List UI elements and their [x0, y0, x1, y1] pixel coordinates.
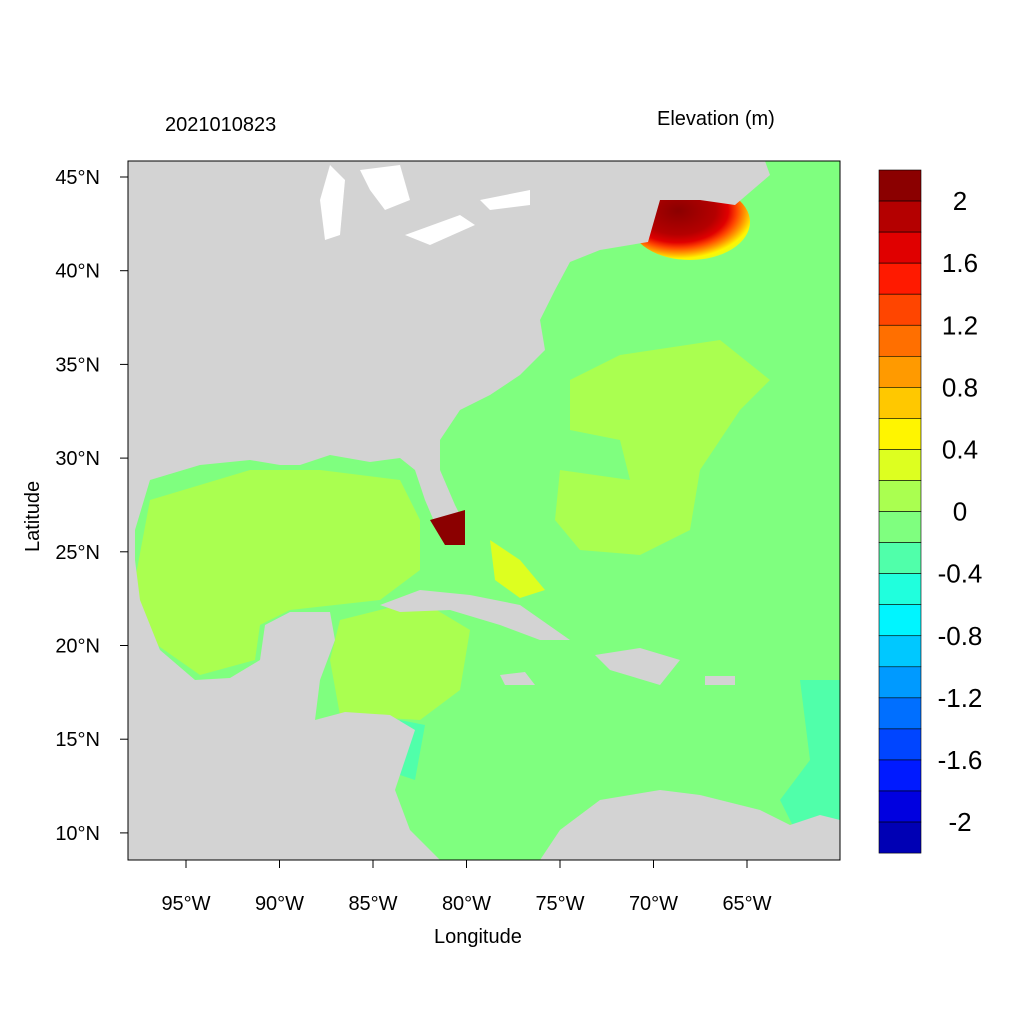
colorbar-label: -0.8 [938, 621, 983, 651]
x-tick-label: 65°W [722, 893, 771, 915]
colorbar-swatch [878, 200, 922, 233]
colorbar-swatch [878, 169, 922, 202]
colorbar-swatch [878, 324, 922, 357]
colorbar-swatch [878, 387, 922, 419]
colorbar-swatch [878, 573, 922, 606]
colorbar-label: 0 [953, 497, 967, 527]
atlantic-gyre-anomaly [555, 340, 770, 555]
land-south-america [540, 790, 840, 860]
colorbar-swatch [878, 511, 922, 543]
timestamp-title: 2021010823 [165, 114, 277, 136]
x-tick-label: 75°W [535, 893, 584, 915]
land [128, 161, 770, 860]
x-axis-label: Longitude [434, 926, 522, 948]
land-jamaica [500, 672, 535, 685]
colorbar-swatch [878, 759, 922, 792]
great-lakes [320, 165, 345, 240]
bahamas-anomaly [490, 540, 545, 598]
plot-frame [127, 160, 841, 861]
colorbar-label: -1.6 [938, 745, 983, 775]
y-axis-label: Latitude [22, 480, 44, 552]
colorbar-swatch [878, 418, 922, 450]
colorbar-swatch [878, 231, 922, 264]
colorbar-label: 2 [953, 186, 967, 216]
colorbar-swatch [878, 666, 922, 699]
x-tick-label: 95°W [161, 893, 210, 915]
colorbar-swatch [878, 821, 922, 854]
great-lakes [405, 215, 475, 245]
colorbar-swatch [878, 449, 922, 481]
x-tick-label: 70°W [629, 893, 678, 915]
land-hispaniola [595, 648, 680, 685]
y-tick-label: 15°N [55, 729, 100, 751]
land-cuba [380, 590, 570, 640]
y-tick-label: 40°N [55, 261, 100, 283]
colorbar-swatch [878, 604, 922, 637]
colorbar-label: 0.8 [942, 372, 978, 402]
y-tick-label: 10°N [55, 823, 100, 845]
colorbar-label: -2 [948, 807, 971, 837]
colorbar-label: -1.2 [938, 683, 983, 713]
florida-surge [430, 510, 465, 545]
northeast-surge [630, 184, 750, 260]
variable-title: Elevation (m) [657, 108, 775, 130]
gulf-of-mexico-anomaly [135, 470, 420, 675]
great-lakes [360, 165, 410, 210]
colorbar-swatch [878, 293, 922, 326]
east-caribbean-negative [780, 680, 840, 860]
colorbar-swatch [878, 480, 922, 512]
colorbar-swatch [878, 728, 922, 761]
x-tick-label: 85°W [348, 893, 397, 915]
caribbean-anomaly [330, 600, 470, 720]
colorbar-label: -0.4 [938, 559, 983, 589]
colorbar-swatch [878, 355, 922, 388]
colorbar-label: 1.6 [942, 248, 978, 278]
land-puerto-rico [705, 676, 735, 685]
x-tick-label: 90°W [255, 893, 304, 915]
colorbar-label: 0.4 [942, 434, 978, 464]
y-tick-label: 35°N [55, 354, 100, 376]
colorbar-swatch [878, 790, 922, 823]
colorbar-swatch [878, 635, 922, 668]
y-tick-label: 45°N [55, 167, 100, 189]
y-tick-label: 25°N [55, 542, 100, 564]
great-lakes [480, 190, 530, 210]
x-tick-label: 80°W [442, 893, 491, 915]
colorbar-swatch [878, 697, 922, 730]
colorbar-label: 1.2 [942, 310, 978, 340]
colorbar-swatch [878, 262, 922, 295]
y-tick-label: 20°N [55, 636, 100, 658]
colorbar-swatch [878, 542, 922, 574]
y-tick-label: 30°N [55, 448, 100, 470]
